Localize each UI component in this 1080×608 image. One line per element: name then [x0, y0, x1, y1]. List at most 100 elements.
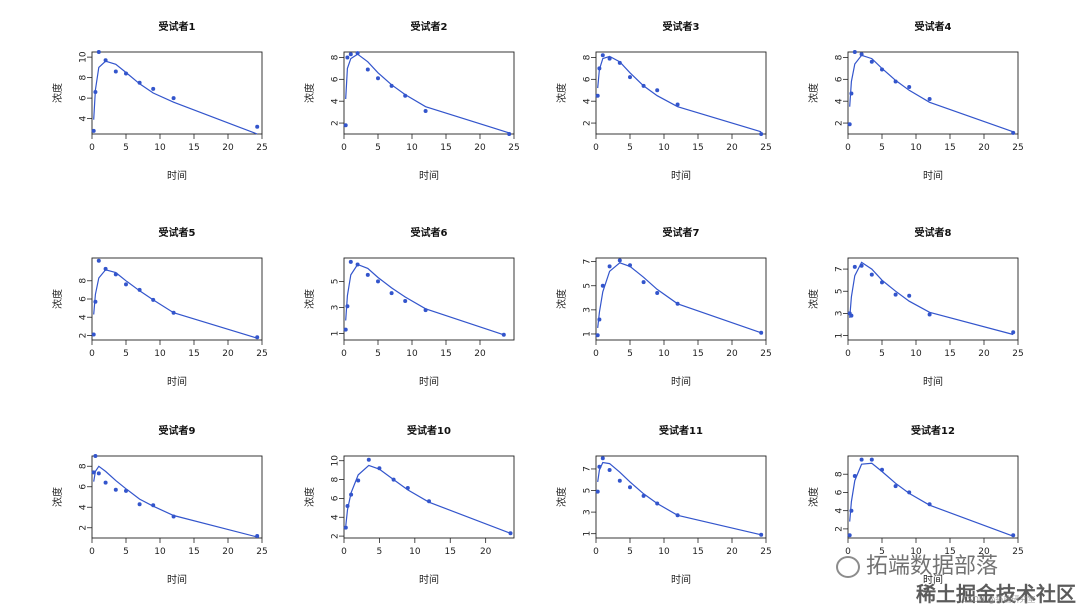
data-point [137, 287, 142, 292]
data-point [365, 272, 370, 277]
subplot-8: 受试者8 0 5 10 15 20 25 1 3 5 7 时间 浓度 [807, 226, 1024, 388]
plot-frame [595, 455, 767, 539]
data-point [93, 299, 98, 304]
data-point [255, 124, 260, 129]
data-point [343, 525, 348, 530]
wechat-icon [836, 556, 860, 578]
fit-line [597, 461, 762, 536]
data-point [91, 128, 96, 133]
y-tick-label: 4 [331, 514, 341, 520]
y-tick-label: 1 [583, 531, 593, 537]
data-point [880, 467, 884, 472]
data-point [348, 52, 353, 57]
data-point [852, 50, 857, 54]
y-axis-label: 浓度 [303, 83, 316, 103]
data-point [137, 502, 142, 507]
y-tick-label: 5 [583, 488, 593, 494]
x-tick-label: 10 [910, 143, 922, 153]
fit-line [849, 462, 1014, 537]
data-point [617, 258, 622, 263]
y-tick-label: 2 [79, 525, 89, 531]
brand-watermark-text: 拓端数据部落 [866, 554, 999, 579]
x-tick-label: 5 [123, 547, 129, 557]
data-point [343, 327, 348, 332]
data-point [356, 478, 361, 483]
fit-line [93, 269, 258, 339]
x-tick-label: 20 [474, 143, 486, 153]
data-point [171, 96, 176, 101]
y-tick-label: 2 [835, 120, 845, 126]
data-point [628, 485, 632, 490]
data-point [859, 263, 864, 268]
data-point [852, 474, 857, 478]
data-point [113, 69, 118, 74]
y-tick-label: 2 [79, 333, 89, 339]
data-point [103, 266, 108, 271]
data-point [859, 52, 864, 57]
x-tick-label: 0 [341, 143, 347, 153]
x-tick-label: 20 [222, 143, 234, 153]
subplot-7: 受试者7 0 5 10 15 20 25 1 3 5 7 时间 浓度 [555, 226, 772, 388]
x-tick-label: 0 [341, 349, 347, 359]
data-point [376, 76, 380, 81]
x-axis-label: 时间 [419, 169, 439, 182]
data-point [655, 291, 660, 295]
x-tick-label: 25 [760, 143, 771, 153]
x-tick-label: 20 [222, 349, 234, 359]
x-tick-label: 5 [123, 143, 129, 153]
fit-line [93, 60, 258, 135]
data-point [641, 280, 646, 285]
y-tick-label: 4 [331, 98, 341, 104]
data-point [641, 493, 646, 498]
x-tick-label: 10 [658, 143, 670, 153]
y-tick-label: 3 [583, 509, 593, 515]
plot-title: 受试者3 [663, 20, 700, 33]
data-point [508, 531, 513, 536]
data-point [377, 466, 382, 471]
subplot-9: 受试者9 0 5 10 15 20 25 2 4 6 8 时间 浓度 [51, 424, 268, 586]
x-tick-label: 0 [845, 143, 851, 153]
x-tick-label: 0 [593, 349, 599, 359]
x-axis-label: 时间 [167, 169, 187, 182]
data-point [849, 508, 854, 513]
subplot-10: 受试者10 0 5 10 15 20 2 4 6 8 10 时间 浓度 [303, 424, 515, 586]
x-tick-label: 0 [341, 547, 347, 557]
x-tick-label: 10 [409, 547, 421, 557]
fit-line [345, 464, 511, 534]
y-tick-label: 4 [79, 504, 89, 510]
data-point [405, 486, 410, 490]
data-point [907, 85, 912, 89]
x-tick-label: 5 [879, 547, 885, 557]
data-point [675, 513, 680, 518]
plot-title: 受试者7 [663, 226, 700, 239]
y-tick-label: 6 [79, 484, 89, 490]
data-point [355, 262, 360, 267]
x-tick-label: 15 [440, 143, 451, 153]
x-tick-label: 15 [188, 349, 199, 359]
subplot-12: 受试者12 0 5 10 15 20 25 2 4 6 8 时间 浓度 [807, 424, 1024, 586]
data-point [595, 489, 600, 494]
plot-frame [847, 257, 1019, 341]
x-tick-label: 10 [154, 143, 166, 153]
x-tick-label: 5 [627, 547, 633, 557]
x-tick-label: 5 [375, 143, 381, 153]
data-point [366, 457, 371, 462]
y-tick-label: 7 [583, 259, 593, 265]
data-point [93, 454, 98, 458]
data-point [893, 292, 898, 297]
data-point [600, 53, 605, 58]
x-tick-label: 0 [89, 143, 95, 153]
y-tick-label: 6 [835, 76, 845, 82]
data-point [859, 457, 864, 462]
subplot-1: 受试者1 0 5 10 15 20 25 4 6 8 10 时间 浓度 [51, 20, 268, 182]
data-point [759, 330, 764, 335]
data-point [255, 335, 260, 340]
x-tick-label: 15 [944, 143, 955, 153]
plot-title: 受试者6 [411, 226, 448, 239]
subplot-11: 受试者11 0 5 10 15 20 25 1 3 5 7 时间 浓度 [555, 424, 772, 586]
x-tick-label: 5 [377, 547, 383, 557]
data-point [655, 501, 660, 506]
data-point [391, 477, 396, 482]
data-point [597, 66, 602, 71]
y-tick-label: 8 [79, 463, 89, 469]
